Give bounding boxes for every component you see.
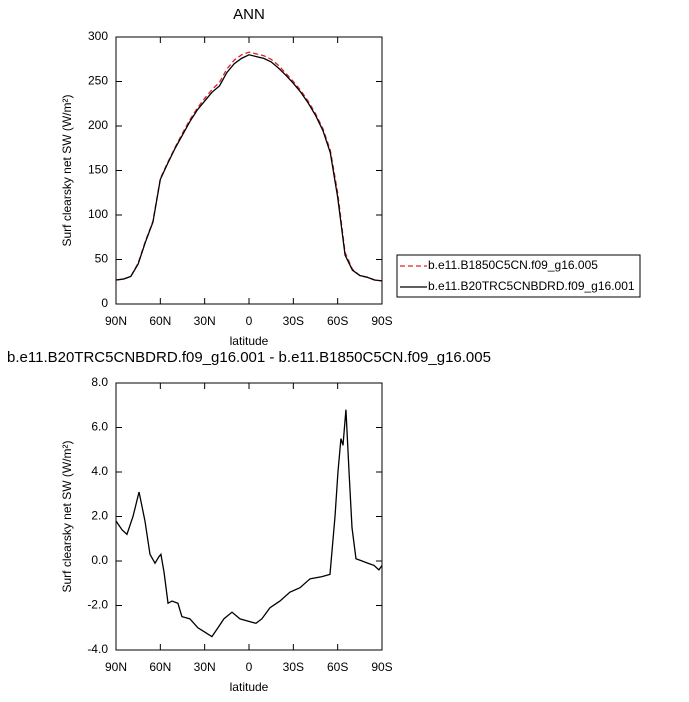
y-tick-label: 250 [88,74,108,88]
x-axis-label: latitude [230,680,269,694]
y-tick-label: 8.0 [91,375,108,389]
legend-box [396,254,641,298]
y-tick-label: 100 [88,207,108,221]
data-line [115,409,383,638]
x-tick-label: 60N [149,314,171,328]
y-tick-label: 4.0 [91,464,108,478]
y-tick-label: 200 [88,118,108,132]
x-tick-label: 90N [105,660,127,674]
y-tick-label: 0 [101,296,108,310]
legend-label: b.e11.B20TRC5CNBDRD.f09_g16.001 [428,279,635,293]
x-tick-label: 90S [371,314,392,328]
y-axis-label: Surf clearsky net SW (W/m²) [60,440,74,592]
x-tick-label: 30N [194,314,216,328]
y-tick-label: 0.0 [91,553,108,567]
x-tick-label: 90N [105,314,127,328]
x-tick-label: 90S [371,660,392,674]
x-tick-label: 30S [283,660,304,674]
x-axis-label: latitude [230,334,269,348]
x-tick-label: 60S [327,314,348,328]
y-tick-label: -4.0 [87,642,108,656]
x-tick-label: 60S [327,660,348,674]
y-tick-label: -2.0 [87,598,108,612]
x-tick-label: 30S [283,314,304,328]
x-tick-label: 30N [194,660,216,674]
plot-frame [115,36,383,305]
x-tick-label: 0 [246,660,253,674]
y-tick-label: 50 [95,252,109,266]
y-tick-label: 2.0 [91,509,108,523]
y-tick-label: 6.0 [91,420,108,434]
y-tick-label: 150 [88,163,108,177]
legend-label: b.e11.B1850C5CN.f09_g16.005 [428,258,598,272]
x-tick-label: 60N [149,660,171,674]
y-axis-label: Surf clearsky net SW (W/m²) [60,94,74,246]
x-tick-label: 0 [246,314,253,328]
chart-title: ANN [233,6,265,23]
data-line [115,54,383,282]
plot-frame [115,382,383,651]
data-line [115,51,383,282]
chart-title: b.e11.B20TRC5CNBDRD.f09_g16.001 - b.e11.… [7,349,491,366]
y-tick-label: 300 [88,29,108,43]
